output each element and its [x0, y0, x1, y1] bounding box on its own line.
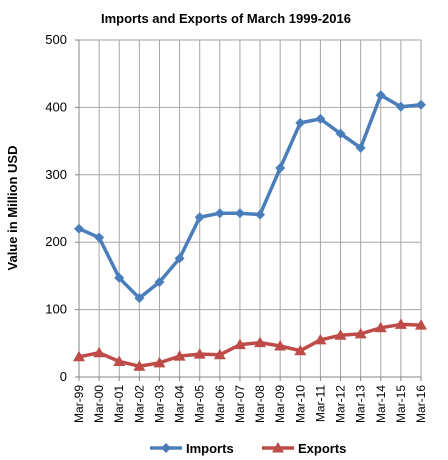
y-tick-label: 200 [45, 234, 67, 249]
x-tick-label: Mar-10 [293, 385, 307, 423]
x-tick-label: Mar-07 [233, 385, 247, 423]
x-tick-label: Mar-02 [132, 385, 146, 423]
series-imports [74, 90, 426, 304]
imports-point [114, 272, 125, 283]
y-axis-label: Value in Million USD [5, 146, 20, 271]
x-tick-label: Mar-01 [112, 385, 126, 423]
x-tick-label: Mar-06 [213, 385, 227, 423]
x-tick-label: Mar-03 [152, 385, 166, 423]
imports-point [174, 253, 185, 264]
series-exports [73, 318, 427, 371]
legend-item-exports: Exports [262, 441, 346, 456]
x-tick-label: Mar-00 [92, 385, 106, 423]
legend-item-imports: Imports [150, 441, 234, 456]
imports-point [315, 113, 326, 124]
x-tick-label: Mar-04 [173, 385, 187, 423]
exports-point [73, 350, 85, 362]
imports-point [275, 163, 286, 174]
exports-point [334, 329, 347, 340]
x-tick-label: Mar-14 [374, 385, 388, 423]
imports-point [194, 212, 205, 223]
gridlines [79, 39, 422, 377]
imports-point [416, 99, 426, 110]
legend-swatch-marker [161, 443, 171, 453]
imports-point [154, 276, 165, 287]
x-tick-label: Mar-09 [273, 385, 287, 423]
x-tick-label: Mar-13 [354, 385, 368, 423]
exports-point [113, 355, 126, 366]
chart-title: Imports and Exports of March 1999-2016 [101, 11, 351, 26]
exports-point [415, 319, 427, 330]
imports-point [234, 208, 245, 219]
legend-label: Exports [298, 441, 346, 456]
imports-point [214, 208, 225, 219]
x-tick-label: Mar-11 [313, 385, 327, 422]
x-tick-label: Mar-08 [253, 385, 267, 423]
exports-point [153, 356, 166, 368]
exports-point [354, 327, 367, 339]
exports-point [374, 321, 387, 333]
exports-line [78, 322, 422, 368]
exports-point [233, 338, 246, 350]
legend-swatch-marker [272, 442, 284, 453]
exports-point [274, 339, 287, 351]
exports-point [193, 348, 206, 359]
exports-point [254, 336, 267, 348]
y-tick-label: 400 [45, 99, 67, 114]
series [73, 90, 427, 371]
exports-point [133, 360, 146, 371]
imports-point [395, 101, 406, 112]
imports-point [255, 209, 266, 220]
axes: 0 100 200 300 400 500 Mar-99 Mar-00 Mar-01 Mar-02… [45, 32, 428, 423]
legend-label: Imports [186, 441, 234, 456]
x-tick-label: Mar-99 [72, 385, 86, 423]
x-tick-label: Mar-16 [414, 385, 428, 423]
x-tick-label: Mar-05 [193, 385, 207, 423]
legend: Imports Exports [150, 441, 346, 456]
x-tick-label: Mar-12 [334, 385, 348, 423]
exports-point [213, 348, 226, 360]
imports-point [94, 232, 105, 243]
exports-point [93, 346, 106, 358]
imports-point [355, 142, 366, 153]
imports-point [74, 223, 84, 234]
exports-point [173, 350, 186, 361]
imports-point [375, 90, 386, 101]
y-tick-label: 100 [45, 302, 67, 317]
exports-point [394, 318, 407, 329]
imports-point [295, 117, 306, 128]
exports-point [314, 333, 327, 345]
exports-point [294, 344, 307, 356]
x-tick-label: Mar-15 [394, 385, 408, 423]
imports-point [134, 293, 145, 304]
y-tick-label: 0 [60, 369, 67, 384]
imports-line [78, 93, 422, 300]
y-tick-label: 500 [45, 32, 67, 47]
y-tick-label: 300 [45, 167, 67, 182]
imports-point [335, 128, 346, 139]
